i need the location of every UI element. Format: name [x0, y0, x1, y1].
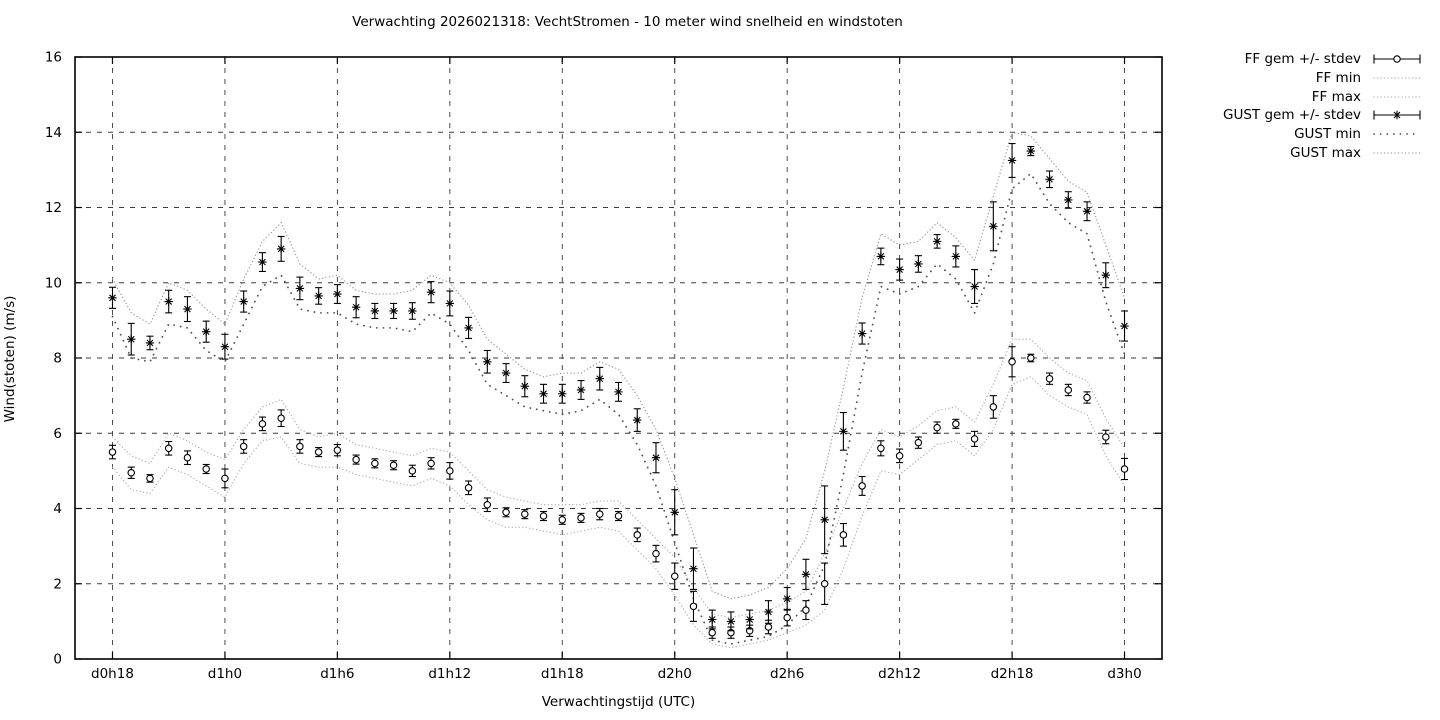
dotted-line-sample-icon	[1372, 89, 1422, 105]
svg-text:d2h18: d2h18	[991, 666, 1034, 682]
legend-label: GUST max	[1290, 144, 1361, 161]
series-gust_gem	[108, 142, 1129, 632]
chart-title: Verwachting 2026021318: VechtStromen - 1…	[352, 14, 903, 30]
series-ff_min	[111, 376, 1126, 649]
svg-text:2: 2	[53, 576, 62, 592]
legend-item-gust-max: GUST max	[1223, 143, 1422, 162]
dotted-line-sample-icon	[1372, 70, 1422, 86]
svg-text:d1h0: d1h0	[208, 666, 242, 682]
axis-ticks	[75, 56, 1162, 660]
legend-item-gust-min: GUST min	[1223, 125, 1422, 144]
svg-text:6: 6	[53, 426, 62, 442]
svg-text:d3h0: d3h0	[1107, 666, 1141, 682]
legend-item-ff-gem: FF gem +/- stdev	[1223, 50, 1422, 69]
svg-text:4: 4	[53, 501, 62, 517]
legend-label: GUST min	[1294, 126, 1361, 143]
x-axis-label: Verwachtingstijd (UTC)	[541, 694, 696, 710]
svg-text:d1h6: d1h6	[320, 666, 354, 682]
svg-text:d2h0: d2h0	[658, 666, 692, 682]
dotted-line-sample-icon	[1372, 145, 1422, 161]
legend-item-gust-gem: GUST gem +/- stdev	[1223, 106, 1422, 125]
dotted-line-sample-icon	[1372, 126, 1422, 142]
series-gust_min	[111, 172, 1126, 645]
svg-text:16: 16	[45, 50, 62, 66]
svg-text:d2h12: d2h12	[878, 666, 921, 682]
svg-text:d0h18: d0h18	[91, 666, 134, 682]
legend-label: GUST gem +/- stdev	[1223, 107, 1361, 124]
svg-text:12: 12	[45, 200, 62, 216]
series-ff_gem	[108, 346, 1129, 639]
svg-text:0: 0	[53, 652, 62, 668]
errorbar-circle-sample-icon	[1372, 51, 1422, 67]
legend-label: FF max	[1311, 88, 1361, 105]
gridlines	[75, 57, 1162, 659]
svg-text:d1h12: d1h12	[428, 666, 471, 682]
svg-text:d1h18: d1h18	[541, 666, 584, 682]
svg-text:8: 8	[53, 351, 62, 367]
svg-text:d2h6: d2h6	[770, 666, 804, 682]
legend-item-ff-max: FF max	[1223, 87, 1422, 106]
series-gust_max	[111, 131, 1126, 600]
legend: FF gem +/- stdev FF min FF max GUST gem …	[1223, 50, 1422, 162]
svg-text:10: 10	[45, 275, 62, 291]
legend-label: FF min	[1315, 70, 1361, 87]
tick-labels: 0 2 4 6 8 10 12 14 16 d0h18 d1h0 d1h6 d1h12 d1h18 d2h0…	[45, 50, 1142, 683]
series-ff_max	[111, 338, 1126, 619]
legend-label: FF gem +/- stdev	[1244, 51, 1361, 68]
legend-item-ff-min: FF min	[1223, 69, 1422, 88]
errorbar-star-sample-icon	[1372, 107, 1422, 123]
svg-text:14: 14	[45, 125, 62, 141]
